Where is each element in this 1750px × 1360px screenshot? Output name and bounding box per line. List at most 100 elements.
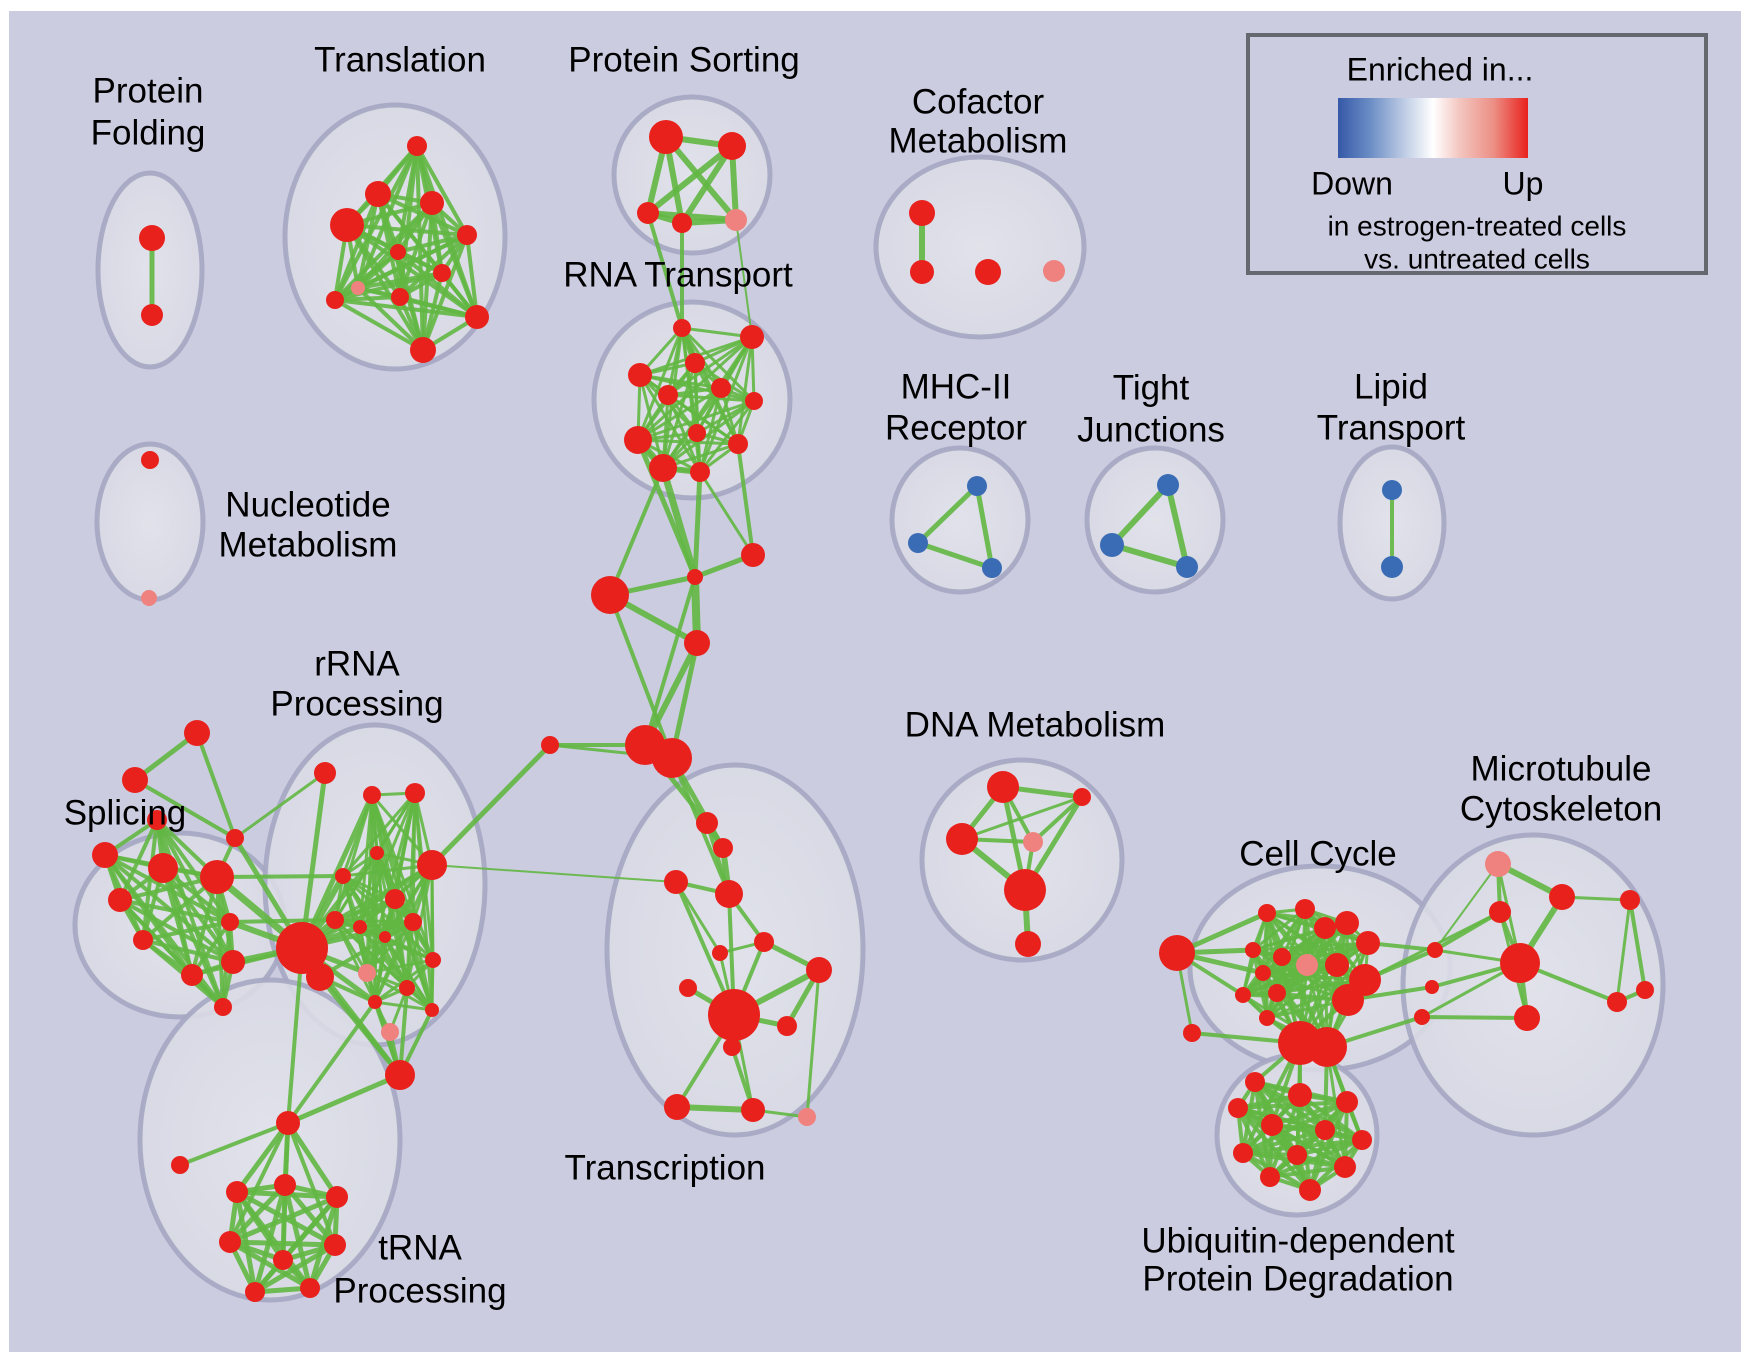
- edge-translation: [465, 233, 479, 319]
- edge-link: [698, 470, 755, 557]
- node-cell-cycle-0: [1258, 904, 1276, 922]
- edge-protein-sorting: [645, 143, 735, 216]
- node-cell-cycle-8: [1325, 953, 1349, 977]
- node-mhc-ii-receptor-0: [967, 476, 987, 496]
- cluster-label-microtubule: Cytoskeleton: [1460, 789, 1662, 828]
- edge-link: [735, 219, 753, 338]
- node-translation-5: [390, 244, 406, 260]
- node-mhc-ii-receptor-2: [982, 558, 1002, 578]
- node-trna-processing-6: [324, 1234, 346, 1256]
- edge-rrna-processing: [318, 920, 415, 979]
- node-splicing-0: [200, 860, 234, 894]
- edge-link: [215, 874, 345, 879]
- node-rrna-processing-4: [335, 868, 351, 884]
- node-transcription-7: [679, 979, 697, 997]
- edge-trna-processing: [234, 1120, 291, 1195]
- cluster-label-rrna-processing: Processing: [270, 684, 443, 723]
- node-cell-cycle-12: [1235, 987, 1251, 1003]
- node-cc-mt-connectors-2: [1414, 1009, 1430, 1025]
- legend-down-label: Down: [1311, 165, 1393, 201]
- node-rna-transport-2: [685, 353, 705, 373]
- edge-translation: [398, 233, 469, 299]
- node-tight-junctions-0: [1157, 474, 1179, 496]
- edge-splicing: [118, 898, 235, 964]
- node-cc-mt-connectors-1: [1425, 980, 1439, 994]
- node-transcription-9: [777, 1016, 797, 1036]
- node-trna-processing-9: [171, 1156, 189, 1174]
- cluster-label-mhc-ii-receptor: MHC-II: [901, 367, 1012, 406]
- edge-rna-transport: [736, 335, 754, 446]
- node-rna-transport-8: [728, 434, 748, 454]
- node-cell-cycle-6: [1273, 948, 1291, 966]
- edge-trna-processing: [282, 1182, 313, 1291]
- node-translation-3: [330, 208, 364, 242]
- node-protein-sorting-3: [672, 213, 692, 233]
- edge-link: [1420, 1015, 1529, 1020]
- edge-rna-transport: [666, 393, 740, 446]
- node-trna-processing-2: [274, 1174, 296, 1196]
- node-dna-metabolism-5: [1015, 931, 1041, 957]
- edge-link: [692, 469, 703, 580]
- edge-link: [1434, 863, 1499, 951]
- edge-splicing: [118, 898, 225, 1009]
- node-spine-2: [741, 543, 765, 567]
- edge-rrna-processing: [341, 791, 417, 878]
- edge-tight-junctions: [1109, 482, 1171, 548]
- node-cell-cycle-7: [1296, 954, 1318, 976]
- edge-splicing: [118, 818, 159, 902]
- node-transcription-11: [664, 1094, 690, 1120]
- node-cc-mt-connectors-0: [1427, 942, 1443, 958]
- edge-splicing: [155, 818, 194, 977]
- edge-rrna-processing: [383, 935, 434, 1012]
- cluster-label-protein-folding: Folding: [91, 113, 206, 152]
- node-translation-9: [465, 305, 489, 329]
- node-rrna-processing-9: [379, 931, 391, 943]
- edge-microtubule: [1628, 898, 1647, 992]
- edge-cell-cycle: [1280, 941, 1370, 959]
- node-ubiquitin-4: [1261, 1114, 1283, 1136]
- edge-trna-processing: [285, 1120, 340, 1200]
- edge-tight-junctions: [1109, 542, 1190, 570]
- node-cell-cycle-1: [1295, 899, 1315, 919]
- edge-rna-transport: [636, 399, 756, 442]
- node-rna-transport-1: [740, 325, 764, 349]
- node-translation-1: [365, 181, 391, 207]
- edge-spine: [643, 575, 697, 747]
- edge-link: [286, 1000, 377, 1125]
- node-rrna-processing-19: [385, 1060, 415, 1090]
- legend-gradient-bar: [1338, 98, 1528, 158]
- node-microtubule-5: [1514, 1005, 1540, 1031]
- node-triangle-0: [184, 720, 210, 746]
- node-translation-2: [420, 191, 444, 215]
- node-rrna-processing-16: [276, 922, 328, 974]
- node-cell-cycle-2: [1314, 917, 1336, 939]
- node-cell-cycle-5: [1245, 942, 1261, 958]
- legend-box: [1246, 33, 1708, 275]
- edge-splicing: [155, 818, 232, 924]
- node-cell-cycle-18: [1159, 935, 1195, 971]
- node-splicing-1: [148, 853, 178, 883]
- node-translation-10: [410, 337, 436, 363]
- cluster-label-protein-folding: Protein: [93, 71, 204, 110]
- edge-rrna-processing: [405, 791, 417, 990]
- edge-translation: [415, 144, 469, 237]
- legend-up-label: Up: [1503, 165, 1544, 201]
- node-cell-cycle-10: [1332, 984, 1364, 1016]
- cluster-label-transcription: Transcription: [565, 1148, 766, 1187]
- node-splicing-2: [221, 913, 239, 931]
- node-rna-transport-0: [673, 319, 691, 337]
- node-lipid-transport-1: [1381, 556, 1403, 578]
- edge-link: [233, 771, 327, 840]
- node-cell-cycle-16: [1307, 1027, 1347, 1067]
- node-microtubule-7: [1636, 981, 1654, 999]
- edge-rrna-processing: [383, 935, 409, 990]
- edge-trna-processing: [228, 1121, 290, 1244]
- edge-rrna-processing: [365, 958, 435, 975]
- node-rrna-processing-7: [404, 913, 422, 931]
- node-translation-8: [391, 288, 409, 306]
- edge-microtubule: [1615, 898, 1632, 1004]
- edge-trna-processing: [252, 1182, 288, 1295]
- edge-link: [659, 464, 699, 581]
- node-ubiquitin-1: [1288, 1083, 1312, 1107]
- node-triangle-1: [122, 767, 148, 793]
